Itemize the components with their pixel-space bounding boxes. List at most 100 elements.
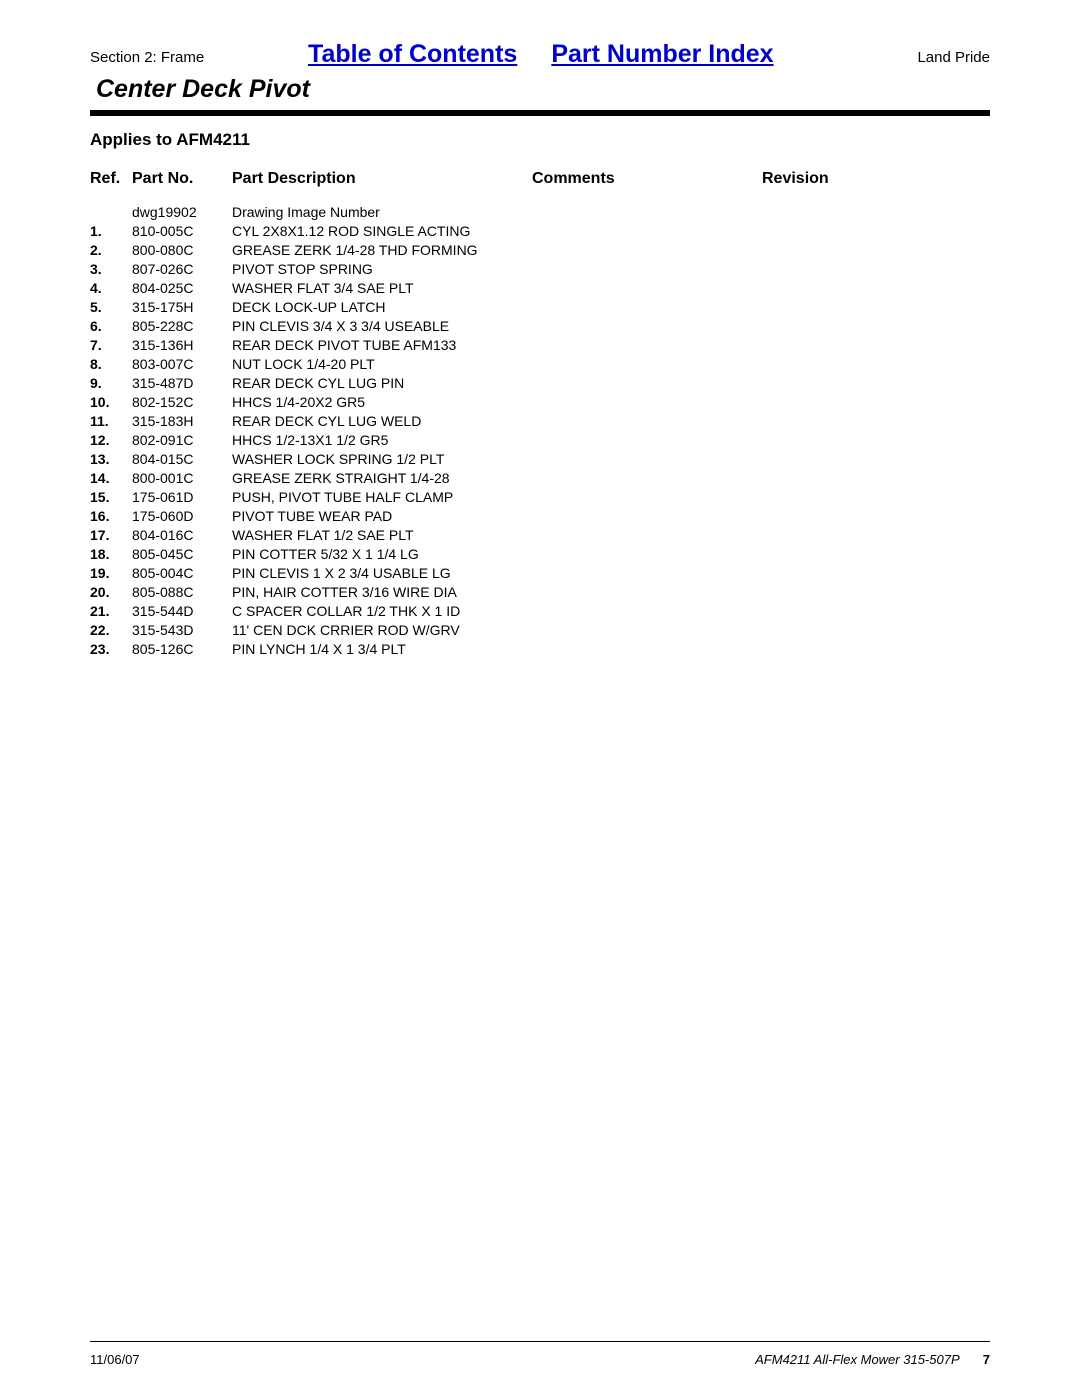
cell-partno: 315-544D (132, 601, 232, 620)
cell-ref: 6. (90, 316, 132, 335)
table-row: 9.315-487DREAR DECK CYL LUG PIN (90, 373, 990, 392)
cell-comments (532, 563, 762, 582)
cell-ref: 14. (90, 468, 132, 487)
cell-partno: 315-543D (132, 620, 232, 639)
table-row: 18.805-045CPIN COTTER 5/32 X 1 1/4 LG (90, 544, 990, 563)
cell-partno: 805-126C (132, 639, 232, 658)
cell-description: DECK LOCK-UP LATCH (232, 297, 532, 316)
cell-description: REAR DECK CYL LUG PIN (232, 373, 532, 392)
cell-ref: 2. (90, 240, 132, 259)
cell-description: GREASE ZERK 1/4-28 THD FORMING (232, 240, 532, 259)
cell-description: GREASE ZERK STRAIGHT 1/4-28 (232, 468, 532, 487)
cell-revision (762, 316, 990, 335)
cell-partno: 804-016C (132, 525, 232, 544)
cell-partno: 805-228C (132, 316, 232, 335)
cell-ref: 7. (90, 335, 132, 354)
cell-description: PIN COTTER 5/32 X 1 1/4 LG (232, 544, 532, 563)
cell-partno: 802-152C (132, 392, 232, 411)
parts-table-header: Ref. Part No. Part Description Comments … (90, 170, 990, 202)
page-footer: 11/06/07 AFM4211 All-Flex Mower 315-507P… (90, 1341, 990, 1367)
cell-partno: 315-487D (132, 373, 232, 392)
cell-ref: 1. (90, 221, 132, 240)
footer-page-number: 7 (983, 1352, 990, 1367)
cell-description: NUT LOCK 1/4-20 PLT (232, 354, 532, 373)
cell-ref: 4. (90, 278, 132, 297)
cell-description: WASHER FLAT 1/2 SAE PLT (232, 525, 532, 544)
header-comments: Comments (532, 170, 762, 202)
cell-ref: 5. (90, 297, 132, 316)
cell-partno: 315-175H (132, 297, 232, 316)
table-row: 8.803-007CNUT LOCK 1/4-20 PLT (90, 354, 990, 373)
cell-comments (532, 278, 762, 297)
cell-revision (762, 259, 990, 278)
page-title: Center Deck Pivot (96, 75, 990, 104)
cell-revision (762, 392, 990, 411)
footer-date: 11/06/07 (90, 1352, 140, 1367)
table-row: 15.175-061DPUSH, PIVOT TUBE HALF CLAMP (90, 487, 990, 506)
cell-comments (532, 202, 762, 221)
cell-partno: 175-060D (132, 506, 232, 525)
cell-revision (762, 468, 990, 487)
cell-partno: 315-183H (132, 411, 232, 430)
cell-ref: 9. (90, 373, 132, 392)
table-row: 17.804-016CWASHER FLAT 1/2 SAE PLT (90, 525, 990, 544)
cell-ref: 17. (90, 525, 132, 544)
cell-comments (532, 411, 762, 430)
footer-doc-info: AFM4211 All-Flex Mower 315-507P 7 (755, 1352, 990, 1367)
cell-ref: 8. (90, 354, 132, 373)
cell-revision (762, 487, 990, 506)
table-row: 11.315-183HREAR DECK CYL LUG WELD (90, 411, 990, 430)
cell-comments (532, 297, 762, 316)
cell-description: PIVOT STOP SPRING (232, 259, 532, 278)
cell-description: PIN CLEVIS 1 X 2 3/4 USABLE LG (232, 563, 532, 582)
link-table-of-contents[interactable]: Table of Contents (308, 40, 517, 69)
table-row: 21.315-544DC SPACER COLLAR 1/2 THK X 1 I… (90, 601, 990, 620)
cell-comments (532, 354, 762, 373)
cell-comments (532, 639, 762, 658)
cell-comments (532, 487, 762, 506)
applies-to-label: Applies to AFM4211 (90, 130, 990, 150)
cell-revision (762, 278, 990, 297)
header-partno: Part No. (132, 170, 232, 202)
cell-ref (90, 202, 132, 221)
cell-partno: 810-005C (132, 221, 232, 240)
cell-revision (762, 544, 990, 563)
cell-revision (762, 202, 990, 221)
cell-revision (762, 506, 990, 525)
cell-partno: 805-045C (132, 544, 232, 563)
parts-table: Ref. Part No. Part Description Comments … (90, 170, 990, 658)
cell-revision (762, 240, 990, 259)
table-row: dwg19902Drawing Image Number (90, 202, 990, 221)
cell-revision (762, 620, 990, 639)
table-row: 2.800-080CGREASE ZERK 1/4-28 THD FORMING (90, 240, 990, 259)
cell-description: WASHER LOCK SPRING 1/2 PLT (232, 449, 532, 468)
cell-description: REAR DECK PIVOT TUBE AFM133 (232, 335, 532, 354)
table-row: 20.805-088CPIN, HAIR COTTER 3/16 WIRE DI… (90, 582, 990, 601)
table-row: 14.800-001CGREASE ZERK STRAIGHT 1/4-28 (90, 468, 990, 487)
header-description: Part Description (232, 170, 532, 202)
cell-revision (762, 639, 990, 658)
cell-partno: dwg19902 (132, 202, 232, 221)
cell-description: 11' CEN DCK CRRIER ROD W/GRV (232, 620, 532, 639)
cell-description: Drawing Image Number (232, 202, 532, 221)
cell-ref: 21. (90, 601, 132, 620)
table-row: 7.315-136HREAR DECK PIVOT TUBE AFM133 (90, 335, 990, 354)
cell-description: C SPACER COLLAR 1/2 THK X 1 ID (232, 601, 532, 620)
link-part-number-index[interactable]: Part Number Index (551, 40, 773, 69)
cell-description: PIVOT TUBE WEAR PAD (232, 506, 532, 525)
cell-ref: 20. (90, 582, 132, 601)
cell-revision (762, 335, 990, 354)
cell-ref: 13. (90, 449, 132, 468)
cell-partno: 800-080C (132, 240, 232, 259)
cell-partno: 800-001C (132, 468, 232, 487)
header-revision: Revision (762, 170, 990, 202)
cell-revision (762, 297, 990, 316)
table-row: 22.315-543D11' CEN DCK CRRIER ROD W/GRV (90, 620, 990, 639)
cell-revision (762, 411, 990, 430)
cell-comments (532, 506, 762, 525)
cell-revision (762, 601, 990, 620)
cell-revision (762, 373, 990, 392)
cell-comments (532, 449, 762, 468)
cell-partno: 804-015C (132, 449, 232, 468)
cell-description: CYL 2X8X1.12 ROD SINGLE ACTING (232, 221, 532, 240)
